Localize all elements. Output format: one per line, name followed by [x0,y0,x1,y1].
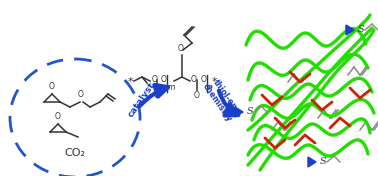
Polygon shape [346,25,354,35]
Text: S: S [358,26,365,34]
Text: S: S [247,108,254,117]
Text: *: * [211,77,217,87]
Polygon shape [308,157,316,167]
Text: *: * [127,77,133,87]
Polygon shape [235,107,243,117]
Text: O: O [154,91,160,100]
Text: O: O [152,76,158,84]
Text: thiol-ene
chemistry: thiol-ene chemistry [201,76,243,124]
Text: catalyst: catalyst [127,81,157,119]
Text: O: O [55,112,61,121]
Text: O: O [161,76,167,84]
Text: n: n [208,83,213,93]
Text: CO₂: CO₂ [65,148,85,158]
Text: O: O [194,91,200,100]
Text: m: m [168,83,175,93]
Text: O: O [178,44,184,53]
Text: O: O [78,90,84,99]
Text: O: O [201,76,207,84]
Text: O: O [191,76,197,84]
Text: S: S [320,158,327,166]
Text: O: O [49,82,55,91]
